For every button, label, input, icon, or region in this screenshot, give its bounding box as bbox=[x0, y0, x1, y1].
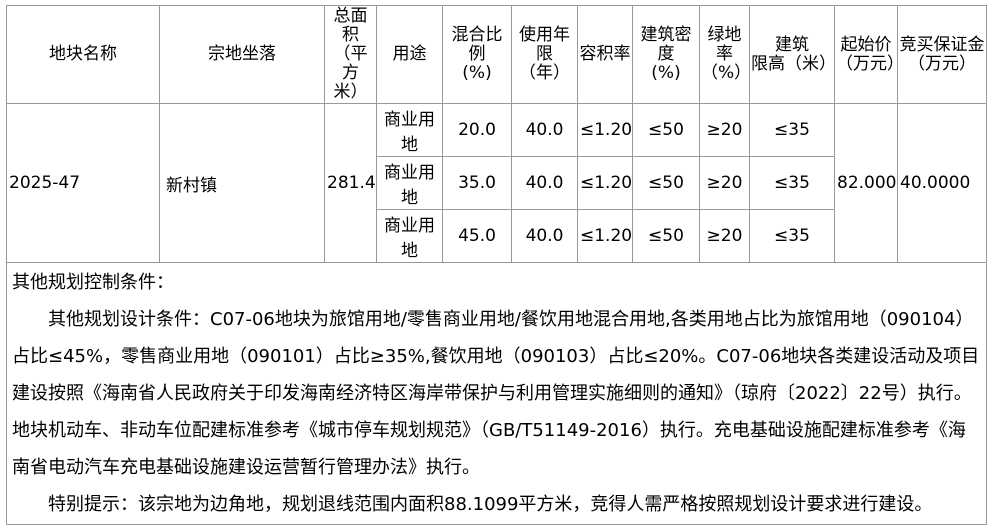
remarks-row: 其他规划控制条件： 其他规划设计条件：C07-06地块为旅馆用地/零售商业用地/… bbox=[6, 262, 987, 525]
cell-total-area: 281.46 bbox=[324, 103, 377, 263]
col-header-use-type: 用途 bbox=[376, 5, 443, 104]
cell-use-years: 40.0 bbox=[511, 103, 578, 157]
col-header-mix-ratio: 混合比例 (%) bbox=[442, 5, 512, 104]
cell-green-rate: ≥20 bbox=[699, 103, 750, 157]
parcel-table: 地块名称 宗地坐落 总面积 （平方 米） 用途 混合比例 (%) 使用年限 （年… bbox=[6, 5, 987, 525]
cell-mix-ratio: 35.0 bbox=[442, 156, 512, 210]
cell-location: 新村镇 bbox=[159, 103, 325, 263]
col-header-building-density: 建筑密度 (%) bbox=[632, 5, 700, 104]
cell-use-years: 40.0 bbox=[511, 209, 578, 263]
cell-mix-ratio: 45.0 bbox=[442, 209, 512, 263]
cell-height-limit: ≤35 bbox=[749, 156, 835, 210]
cell-start-price: 82.0000 bbox=[834, 103, 898, 263]
cell-mix-ratio: 20.0 bbox=[442, 103, 512, 157]
cell-height-limit: ≤35 bbox=[749, 103, 835, 157]
cell-far: ≤1.20 bbox=[577, 156, 633, 210]
remarks-title: 其他规划控制条件： bbox=[12, 272, 174, 293]
cell-building-density: ≤50 bbox=[632, 103, 700, 157]
cell-building-density: ≤50 bbox=[632, 209, 700, 263]
col-header-height-limit: 建筑 限高（米） bbox=[749, 5, 835, 104]
cell-use-type: 商业用地 bbox=[376, 103, 443, 157]
land-auction-parcel-page: 地块名称 宗地坐落 总面积 （平方 米） 用途 混合比例 (%) 使用年限 （年… bbox=[0, 5, 994, 525]
cell-green-rate: ≥20 bbox=[699, 209, 750, 263]
cell-building-density: ≤50 bbox=[632, 156, 700, 210]
table-row: 2025-47 新村镇 281.46 商业用地 20.0 40.0 ≤1.20 … bbox=[6, 103, 987, 263]
col-header-use-years: 使用年限 （年） bbox=[511, 5, 578, 104]
cell-parcel-name: 2025-47 bbox=[6, 103, 160, 263]
remarks-conditions: 其他规划设计条件：C07-06地块为旅馆用地/零售商业用地/餐饮用地混合用地,各… bbox=[12, 309, 980, 478]
cell-deposit: 40.0000 bbox=[897, 103, 987, 263]
cell-far: ≤1.20 bbox=[577, 103, 633, 157]
col-header-location: 宗地坐落 bbox=[159, 5, 325, 104]
remarks-cell: 其他规划控制条件： 其他规划设计条件：C07-06地块为旅馆用地/零售商业用地/… bbox=[6, 262, 987, 525]
col-header-green-rate: 绿地率 （%） bbox=[699, 5, 750, 104]
col-header-far: 容积率 bbox=[577, 5, 633, 104]
remarks-special-note: 特别提示：该宗地为边角地，规划退线范围内面积88.1099平方米，竞得人需严格按… bbox=[48, 494, 933, 515]
col-header-parcel-name: 地块名称 bbox=[6, 5, 160, 104]
table-header-row: 地块名称 宗地坐落 总面积 （平方 米） 用途 混合比例 (%) 使用年限 （年… bbox=[6, 5, 987, 104]
col-header-start-price: 起始价 （万元） bbox=[834, 5, 898, 104]
cell-far: ≤1.20 bbox=[577, 209, 633, 263]
cell-height-limit: ≤35 bbox=[749, 209, 835, 263]
cell-use-type: 商业用地 bbox=[376, 156, 443, 210]
cell-use-years: 40.0 bbox=[511, 156, 578, 210]
table-row: 商业用地 35.0 40.0 ≤1.20 ≤50 ≥20 ≤35 bbox=[7, 156, 987, 210]
col-header-deposit: 竞买保证金 （万元） bbox=[897, 5, 987, 104]
cell-green-rate: ≥20 bbox=[699, 156, 750, 210]
cell-use-type: 商业用地 bbox=[376, 209, 443, 263]
col-header-total-area: 总面积 （平方 米） bbox=[324, 5, 377, 104]
table-row: 商业用地 45.0 40.0 ≤1.20 ≤50 ≥20 ≤35 bbox=[7, 209, 987, 263]
